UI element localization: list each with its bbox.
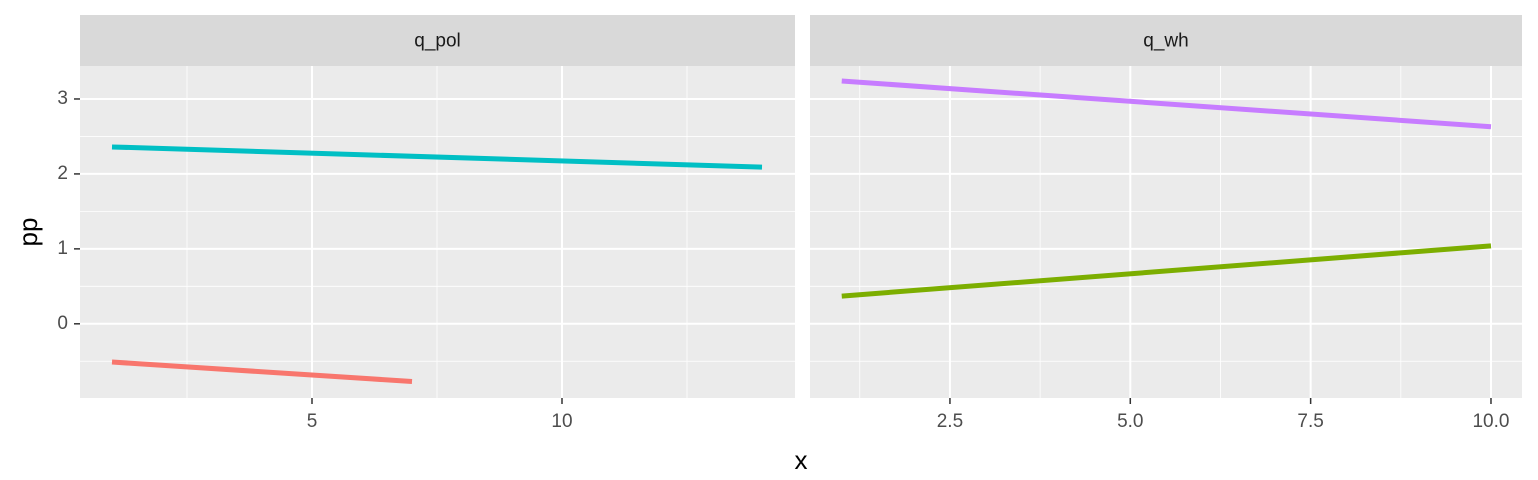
data-line	[841, 78, 1492, 130]
x-tick-label: 10.0	[1472, 411, 1509, 432]
x-axis-label: x	[795, 445, 808, 475]
y-tick-label: 2	[57, 163, 68, 184]
panel-background	[810, 66, 1522, 398]
x-tick-label: 2.5	[937, 411, 963, 432]
facet-title: q_pol	[414, 31, 461, 52]
facet-title: q_wh	[1143, 31, 1188, 52]
panel-background	[80, 66, 795, 398]
data-line	[111, 144, 763, 170]
strip-background	[80, 15, 795, 66]
data-line	[841, 243, 1492, 299]
x-tick-label: 5.0	[1117, 411, 1143, 432]
y-tick-label: 0	[57, 313, 68, 334]
y-tick-label: 3	[57, 88, 68, 109]
y-tick-label: 1	[57, 238, 68, 259]
data-line	[111, 359, 413, 385]
strip-background	[810, 15, 1522, 66]
y-axis-label: pp	[13, 218, 43, 247]
x-tick-label: 5	[307, 411, 318, 432]
x-tick-label: 7.5	[1297, 411, 1323, 432]
x-tick-label: 10	[551, 411, 572, 432]
